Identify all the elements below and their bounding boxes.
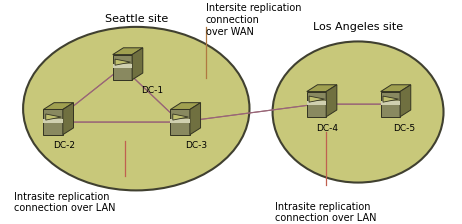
Polygon shape <box>113 64 132 69</box>
Polygon shape <box>43 110 63 135</box>
Text: DC-5: DC-5 <box>393 124 415 133</box>
Ellipse shape <box>23 27 249 190</box>
Polygon shape <box>190 103 201 135</box>
Polygon shape <box>115 59 131 65</box>
Polygon shape <box>307 92 326 117</box>
Ellipse shape <box>273 41 444 183</box>
Polygon shape <box>381 85 411 92</box>
Polygon shape <box>307 85 337 92</box>
Text: Intrasite replication
connection over LAN: Intrasite replication connection over LA… <box>275 202 377 223</box>
Polygon shape <box>326 85 337 117</box>
Polygon shape <box>381 92 400 117</box>
Polygon shape <box>113 48 143 55</box>
Polygon shape <box>170 119 190 123</box>
Polygon shape <box>307 101 326 106</box>
Polygon shape <box>170 110 190 135</box>
Polygon shape <box>383 96 399 102</box>
Polygon shape <box>170 103 201 110</box>
Polygon shape <box>43 119 63 123</box>
Polygon shape <box>400 85 411 117</box>
Text: DC-2: DC-2 <box>53 141 75 150</box>
Text: Intersite replication
connection
over WAN: Intersite replication connection over WA… <box>206 3 301 37</box>
Polygon shape <box>43 103 73 110</box>
Polygon shape <box>63 103 73 135</box>
Polygon shape <box>46 114 61 120</box>
Text: Los Angeles site: Los Angeles site <box>313 22 403 32</box>
Text: DC-1: DC-1 <box>141 86 163 95</box>
Polygon shape <box>173 114 188 120</box>
Text: DC-4: DC-4 <box>316 124 339 133</box>
Text: Intrasite replication
connection over LAN: Intrasite replication connection over LA… <box>14 192 116 213</box>
Polygon shape <box>309 96 325 102</box>
Polygon shape <box>381 101 400 106</box>
Text: Seattle site: Seattle site <box>105 13 168 24</box>
Polygon shape <box>132 48 143 80</box>
Text: DC-3: DC-3 <box>185 141 207 150</box>
Polygon shape <box>113 55 132 80</box>
